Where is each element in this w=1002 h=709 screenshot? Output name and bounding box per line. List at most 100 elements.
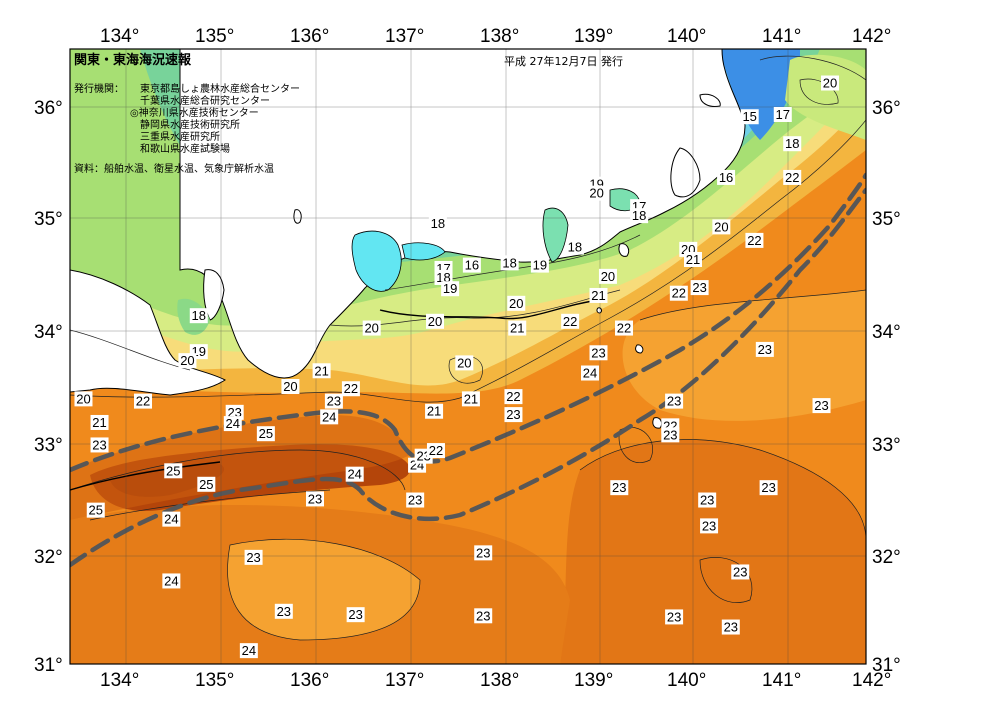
contour-label: 20 bbox=[601, 269, 615, 284]
isotherm bbox=[70, 119, 866, 403]
kuroshio-north-edge bbox=[70, 172, 866, 473]
contour-label: 20 bbox=[823, 76, 837, 91]
inland-lake bbox=[699, 93, 721, 107]
contour-label: 22 bbox=[429, 443, 443, 458]
contour-label: 20 bbox=[76, 391, 90, 406]
contour-label-bg bbox=[134, 393, 153, 409]
isotherm bbox=[579, 439, 866, 541]
contour-label: 23 bbox=[724, 620, 738, 635]
contour-label: 23 bbox=[667, 609, 681, 624]
contour-label: 16 bbox=[465, 258, 479, 273]
contour-label-bg bbox=[406, 492, 425, 508]
publisher-item: 千葉県水産総合研究センター bbox=[140, 94, 270, 107]
suruga-bay bbox=[542, 207, 569, 263]
lon-tick-bottom: 134° bbox=[100, 670, 139, 691]
contour-label-bg bbox=[474, 545, 493, 561]
contour-label: 21 bbox=[464, 391, 478, 406]
hachijo-jima bbox=[652, 417, 663, 429]
contour-label: 23 bbox=[408, 493, 422, 508]
lat-ticks-right: 36° 35° 34° 33° 32° 31° bbox=[872, 98, 901, 676]
awaji-island bbox=[203, 269, 225, 321]
contour-label: 25 bbox=[199, 477, 213, 492]
publisher-item: 三重県水産研究所 bbox=[140, 130, 220, 143]
lon-tick-top: 134° bbox=[100, 26, 139, 47]
contour-label-bg bbox=[474, 608, 493, 624]
contour-label-bg bbox=[90, 437, 109, 453]
lat-tick-left: 32° bbox=[34, 547, 63, 568]
contour-label: 24 bbox=[164, 573, 178, 588]
contour-label-bg bbox=[669, 285, 688, 301]
lat-tick-left: 31° bbox=[34, 655, 63, 676]
contour-label: 24 bbox=[322, 409, 336, 424]
contour-label: 21 bbox=[427, 404, 441, 419]
contour-label-bg bbox=[461, 391, 480, 407]
contour-label-bg bbox=[306, 491, 324, 507]
contour-label: 23 bbox=[700, 493, 714, 508]
publisher-item: 和歌山県水産試験場 bbox=[140, 142, 230, 155]
contour-label-bg bbox=[610, 480, 629, 496]
publisher-item: 東京都島しょ農林水産総合センター bbox=[140, 82, 300, 95]
contour-label-bg bbox=[455, 355, 474, 371]
contour-label: 18 bbox=[192, 308, 206, 323]
isotherm bbox=[89, 489, 331, 521]
contour-label-bg bbox=[504, 389, 523, 405]
land bbox=[70, 49, 746, 429]
contour-label-bg bbox=[426, 443, 445, 459]
lon-tick-bottom: 135° bbox=[195, 670, 234, 691]
contour-label: 22 bbox=[344, 381, 358, 396]
issue-date: 平成 27年12月7日 発行 bbox=[504, 54, 623, 68]
contour-label-bg bbox=[274, 603, 293, 619]
lat-ticks-left: 36° 35° 34° 33° 32° 31° bbox=[34, 98, 63, 676]
contour-label-bg bbox=[661, 427, 680, 443]
contour-label-bg bbox=[178, 353, 197, 369]
lat-tick-left: 33° bbox=[34, 435, 63, 456]
contour-label: 21 bbox=[314, 363, 328, 378]
publishers-label: 発行機関： bbox=[74, 82, 124, 95]
contour-label-bg bbox=[256, 426, 275, 442]
lon-tick-bottom: 141° bbox=[762, 670, 801, 691]
miyake-jima bbox=[635, 344, 644, 354]
lat-tick-right: 34° bbox=[872, 322, 901, 343]
contour-label: 23 bbox=[348, 607, 362, 622]
contour-label: 23 bbox=[476, 608, 490, 623]
contour-label-bg bbox=[717, 169, 736, 185]
contour-label-bg bbox=[565, 239, 584, 255]
contour-label-bg bbox=[162, 511, 181, 527]
contour-label-bg bbox=[244, 549, 263, 565]
contour-label: 24 bbox=[347, 467, 361, 482]
contour-label-bg bbox=[197, 476, 216, 492]
lat-tick-left: 34° bbox=[34, 322, 63, 343]
contour-label: 20 bbox=[364, 321, 378, 336]
zone-24-band bbox=[70, 415, 410, 520]
contour-label: 24 bbox=[226, 416, 240, 431]
contour-label-bg bbox=[561, 313, 580, 329]
mikawa-bay bbox=[401, 242, 446, 261]
contour-label-bg bbox=[508, 320, 527, 336]
isotherm bbox=[699, 557, 753, 603]
lat-tick-right: 32° bbox=[872, 547, 901, 568]
contour-label-bg bbox=[426, 313, 445, 329]
isotherm bbox=[799, 78, 839, 105]
map-border bbox=[69, 48, 867, 665]
lon-tick-top: 140° bbox=[667, 26, 706, 47]
contour-label-bg bbox=[698, 492, 717, 508]
zone-15-cold bbox=[720, 49, 800, 140]
contour-label: 23 bbox=[308, 491, 322, 506]
contour-label: 23 bbox=[476, 545, 490, 560]
contour-label-bg bbox=[504, 407, 523, 423]
contour-label-bg bbox=[189, 308, 208, 324]
lon-tick-top: 138° bbox=[480, 26, 519, 47]
contour-label: 23 bbox=[692, 280, 706, 295]
ise-bay bbox=[351, 230, 402, 292]
contour-label: 22 bbox=[785, 170, 799, 185]
contour-label: 23 bbox=[612, 480, 626, 495]
lon-tick-bottom: 140° bbox=[667, 670, 706, 691]
contour-label: 22 bbox=[672, 286, 686, 301]
contour-label: 25 bbox=[89, 503, 103, 518]
contour-label-bg bbox=[223, 416, 242, 432]
contour-label-bg bbox=[462, 257, 481, 273]
contour-label: 23 bbox=[92, 437, 106, 452]
contour-label: 22 bbox=[506, 389, 520, 404]
contour-label-bg bbox=[507, 295, 526, 311]
